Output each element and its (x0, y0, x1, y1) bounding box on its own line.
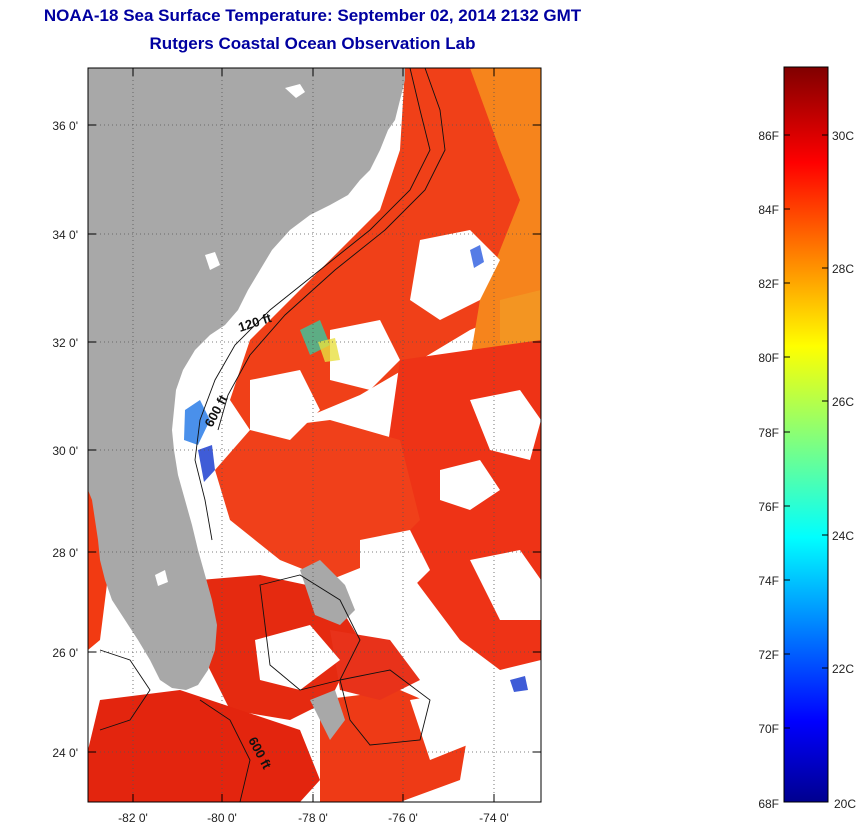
bathymetry-contours (99, 68, 446, 802)
colorbar-f-label: 84F (758, 203, 779, 217)
colorbar-f-label: 76F (758, 500, 779, 514)
map-frame (87, 67, 542, 803)
map-title: NOAA-18 Sea Surface Temperature: Septemb… (43, 6, 582, 25)
sst-map (88, 68, 541, 802)
lon-label: -78 0' (298, 811, 328, 825)
lat-label: 32 0' (52, 336, 78, 350)
lat-label: 28 0' (52, 546, 78, 560)
map-subtitle: Rutgers Coastal Ocean Observation Lab (149, 34, 476, 53)
lon-label: -80 0' (207, 811, 237, 825)
colorbar-c-label: 28C (832, 262, 854, 276)
colorbar-c-label: 24C (832, 529, 854, 543)
lon-label: -82 0' (118, 811, 148, 825)
colorbar-f-label: 72F (758, 648, 779, 662)
lat-label: 36 0' (52, 119, 78, 133)
longitude-labels: -82 0' -80 0' -78 0' -76 0' -74 0' (118, 811, 509, 825)
colorbar-f-label: 82F (758, 277, 779, 291)
lon-label: -76 0' (388, 811, 418, 825)
lat-label: 24 0' (52, 746, 78, 760)
lat-label: 30 0' (52, 444, 78, 458)
colorbar-f-label: 80F (758, 351, 779, 365)
lon-label: -74 0' (479, 811, 509, 825)
colorbar-c-label: 22C (832, 662, 854, 676)
colorbar-f-label: 70F (758, 722, 779, 736)
axis-ticks (88, 68, 541, 802)
colorbar-c-label: 26C (832, 395, 854, 409)
land-water-features (155, 84, 305, 586)
colorbar-c-label: 30C (832, 129, 854, 143)
lat-label: 26 0' (52, 646, 78, 660)
colorbar: 86F 84F 82F 80F 78F 76F 74F 72F 70F 68F … (758, 66, 856, 811)
colorbar-gradient (783, 66, 829, 803)
colorbar-f-label: 86F (758, 129, 779, 143)
colorbar-f-label: 68F (758, 797, 779, 811)
lat-label: 34 0' (52, 228, 78, 242)
colorbar-f-label: 74F (758, 574, 779, 588)
colorbar-c-label: 20C (834, 797, 856, 811)
latitude-labels: 36 0' 34 0' 32 0' 30 0' 28 0' 26 0' 24 0… (52, 119, 78, 760)
colorbar-f-label: 78F (758, 426, 779, 440)
